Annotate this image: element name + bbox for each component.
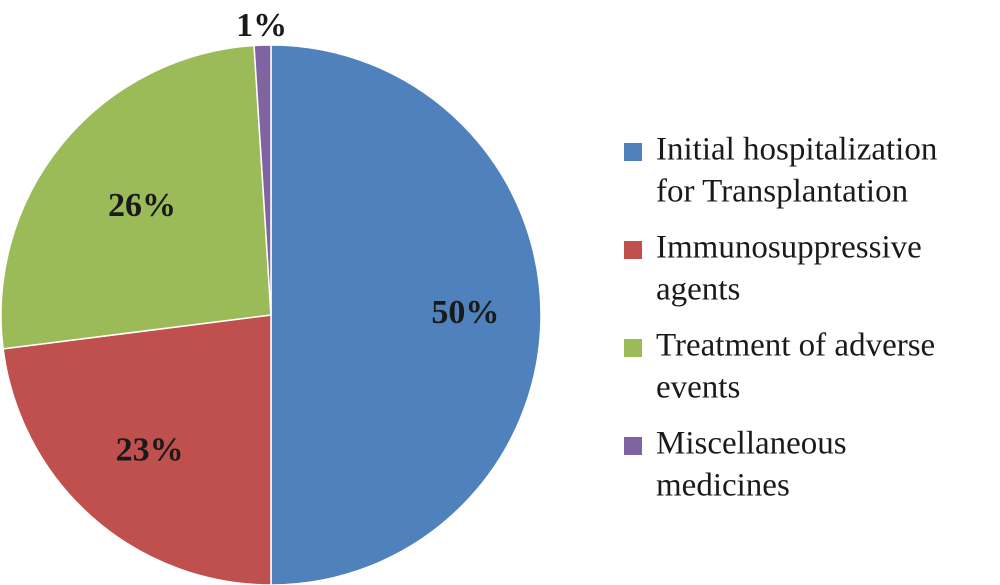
legend-label: events — [656, 370, 740, 406]
legend-swatch — [624, 339, 642, 357]
legend-label: Initial hospitalization — [656, 132, 937, 168]
pie-slice — [2, 314, 272, 585]
legend-label: Miscellaneous — [656, 426, 847, 462]
legend-label: medicines — [656, 468, 790, 504]
pie-slice — [0, 44, 272, 350]
pie-slice — [270, 44, 542, 585]
slice-data-label: 50% — [431, 294, 499, 331]
legend-label: Immunosuppressive — [656, 230, 922, 266]
pie-slices — [0, 44, 542, 585]
legend-swatch — [624, 143, 642, 161]
legend-swatch — [624, 437, 642, 455]
slice-data-label: 26% — [108, 187, 176, 224]
legend-swatch — [624, 241, 642, 259]
pie-slice — [253, 44, 272, 316]
legend-label: Treatment of adverse — [656, 328, 935, 364]
pie-data-labels: 50% 23% 26% 1% — [108, 7, 499, 469]
slice-data-label: 1% — [236, 7, 287, 44]
legend-label: agents — [656, 272, 740, 308]
legend-label: for Transplantation — [656, 174, 908, 210]
slice-data-label: 23% — [116, 432, 184, 469]
legend: Initial hospitalization for Transplantati… — [624, 132, 937, 504]
